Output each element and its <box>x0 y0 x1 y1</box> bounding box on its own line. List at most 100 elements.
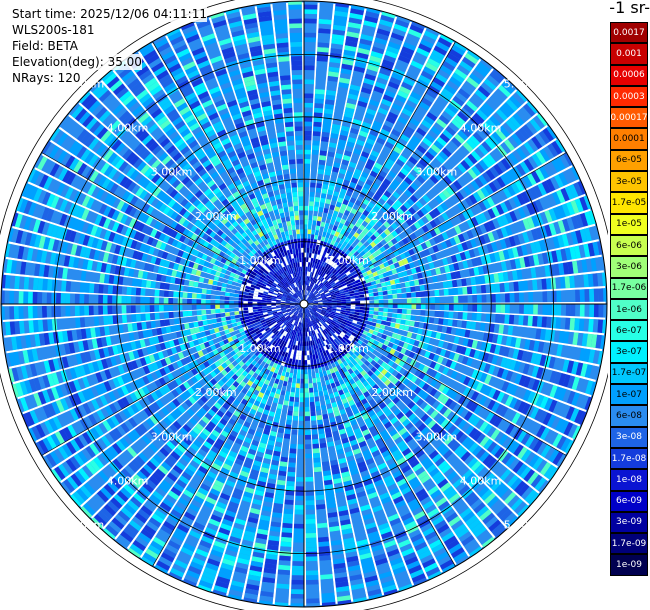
range-gate <box>310 234 315 240</box>
range-gate <box>387 225 395 233</box>
range-gate <box>413 131 424 141</box>
range-gate <box>360 300 365 304</box>
range-gate <box>401 309 407 314</box>
range-gate <box>304 233 308 239</box>
range-gate <box>339 278 345 283</box>
range-gate <box>354 168 362 176</box>
range-gate <box>339 77 350 84</box>
range-gate <box>346 141 355 148</box>
range-gate <box>291 429 298 435</box>
range-gate <box>289 453 297 459</box>
range-gate <box>409 117 420 127</box>
range-gate <box>527 280 533 291</box>
range-gate <box>294 519 304 524</box>
range-gate <box>413 212 421 221</box>
range-gate <box>482 198 491 210</box>
range-gate <box>398 154 408 164</box>
range-gate <box>292 556 304 562</box>
range-gate <box>401 287 407 293</box>
range-gate <box>409 320 415 327</box>
range-gate <box>304 364 308 370</box>
range-gate <box>433 171 443 181</box>
range-gate <box>306 290 309 296</box>
range-gate <box>363 183 371 190</box>
range-gate <box>397 304 403 309</box>
range-gate <box>296 378 301 384</box>
range-gate <box>326 85 337 92</box>
range-gate <box>295 387 300 393</box>
range-gate <box>357 241 364 248</box>
range-gate <box>565 304 571 316</box>
range-gate <box>485 98 498 111</box>
range-gate <box>342 224 348 231</box>
range-gate <box>369 307 375 311</box>
range-gate <box>460 159 471 171</box>
range-gate <box>424 151 435 161</box>
range-gate <box>377 23 392 32</box>
range-gate <box>330 43 344 50</box>
range-gate <box>348 132 358 139</box>
range-gate <box>395 318 402 324</box>
range-gate <box>282 522 293 529</box>
range-gate <box>445 229 454 239</box>
range-gate <box>429 188 438 197</box>
range-gate <box>385 50 398 59</box>
range-gate <box>442 60 456 72</box>
range-gate <box>305 486 314 492</box>
range-gate <box>423 115 435 126</box>
range-gate <box>279 461 288 467</box>
range-gate <box>390 150 400 159</box>
range-gate <box>304 9 318 15</box>
range-gate <box>365 251 372 257</box>
range-gate <box>387 240 394 248</box>
range-gate <box>325 165 333 171</box>
range-gate <box>356 247 363 254</box>
range-gate <box>315 192 321 198</box>
range-gate <box>293 523 304 529</box>
range-gate <box>307 238 311 244</box>
range-gate <box>304 60 315 66</box>
range-gate <box>397 137 408 147</box>
range-gate <box>334 253 340 259</box>
range-gate <box>425 290 431 297</box>
range-gate <box>433 217 442 226</box>
range-gate <box>319 250 324 256</box>
range-gate <box>349 260 355 266</box>
range-gate <box>343 261 349 267</box>
range-gate <box>379 103 391 111</box>
range-gate <box>356 228 363 235</box>
range-gate <box>419 285 425 291</box>
range-gate <box>298 430 304 435</box>
range-gate <box>461 241 469 251</box>
range-gate <box>304 168 311 174</box>
range-gate <box>405 314 412 321</box>
range-gate <box>390 245 397 252</box>
range-gate <box>397 216 406 224</box>
range-gate <box>476 109 488 121</box>
range-gate <box>304 107 313 113</box>
range-gate <box>279 418 286 425</box>
range-gate <box>304 18 317 24</box>
range-gate <box>411 309 417 315</box>
range-gate <box>304 229 308 234</box>
range-gate <box>500 304 506 314</box>
range-gate <box>311 229 316 235</box>
range-gate <box>392 299 398 304</box>
range-gate <box>439 178 449 189</box>
range-gate <box>377 259 383 266</box>
range-gate <box>556 290 562 303</box>
range-gate <box>351 248 357 254</box>
range-gate <box>320 193 327 199</box>
range-gate <box>514 304 520 314</box>
range-gate <box>328 278 333 284</box>
range-gate <box>421 233 429 242</box>
range-gate <box>307 224 312 230</box>
range-gate <box>449 237 457 246</box>
range-gate <box>329 255 335 261</box>
range-gate <box>441 147 452 158</box>
range-gate <box>516 193 526 206</box>
range-gate <box>309 201 314 207</box>
range-gate <box>344 150 353 157</box>
range-gate <box>323 227 328 233</box>
range-gate <box>420 291 426 297</box>
